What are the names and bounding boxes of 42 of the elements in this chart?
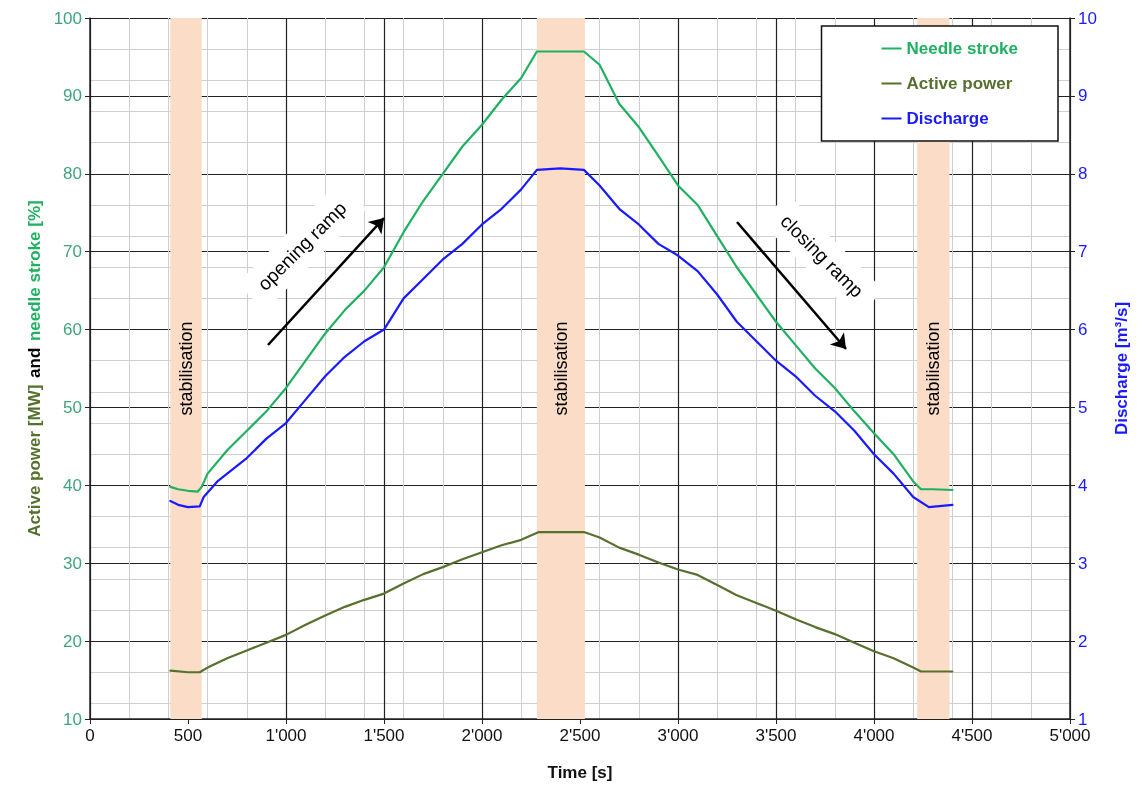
y-tick-label: 90 bbox=[63, 86, 82, 106]
x-tick-label: 1'500 bbox=[363, 726, 405, 745]
legend-label: Active power bbox=[906, 74, 1013, 93]
x-tick-label: 3'500 bbox=[755, 726, 797, 745]
y2-tick-label: 9 bbox=[1078, 86, 1088, 106]
y2-tick-label: 4 bbox=[1078, 475, 1088, 495]
band-label: stabilisation bbox=[176, 321, 197, 416]
y2-tick-label: 6 bbox=[1078, 320, 1088, 340]
line-series bbox=[169, 167, 954, 509]
x-tick-label: 1'000 bbox=[265, 726, 307, 745]
y-tick-label: 20 bbox=[63, 631, 82, 651]
x-tick-label: 4'000 bbox=[853, 726, 895, 745]
y-tick-label: 10 bbox=[63, 709, 82, 729]
y-tick-label: 60 bbox=[63, 320, 82, 340]
y-tick-label: 40 bbox=[63, 475, 82, 495]
y-axis-title: Active power [MW] and needle stroke [%] bbox=[24, 200, 44, 537]
x-tick-label: 3'000 bbox=[657, 726, 699, 745]
x-tick-label: 2'500 bbox=[559, 726, 601, 745]
x-tick-label: 4'500 bbox=[951, 726, 993, 745]
band-label: stabilisation bbox=[550, 321, 571, 416]
legend-label: Discharge bbox=[906, 109, 989, 128]
x-tick-label: 2'000 bbox=[461, 726, 503, 745]
y2-tick-label: 2 bbox=[1078, 631, 1088, 651]
y2-tick-label: 8 bbox=[1078, 164, 1088, 184]
y2-axis-title: Discharge [m³/s] bbox=[1112, 301, 1131, 436]
y-tick-label: 50 bbox=[63, 397, 82, 417]
y2-tick-label: 1 bbox=[1078, 709, 1088, 729]
x-axis-title: Time [s] bbox=[547, 763, 613, 782]
y-tick-label: 70 bbox=[63, 242, 82, 262]
y2-tick-label: 10 bbox=[1078, 8, 1097, 28]
y2-tick-label: 7 bbox=[1078, 242, 1088, 262]
line-series bbox=[169, 530, 954, 674]
y-tick-label: 80 bbox=[63, 164, 82, 184]
x-tick-label: 5'000 bbox=[1049, 726, 1091, 745]
legend-label: Needle stroke bbox=[906, 39, 1018, 58]
y-tick-label: 30 bbox=[63, 553, 82, 573]
band-label: stabilisation bbox=[923, 321, 944, 416]
y-tick-label: 100 bbox=[53, 8, 82, 28]
y2-tick-label: 5 bbox=[1078, 397, 1088, 417]
y2-tick-label: 3 bbox=[1078, 553, 1088, 573]
x-tick-label: 0 bbox=[85, 726, 95, 745]
x-tick-label: 500 bbox=[173, 726, 203, 745]
